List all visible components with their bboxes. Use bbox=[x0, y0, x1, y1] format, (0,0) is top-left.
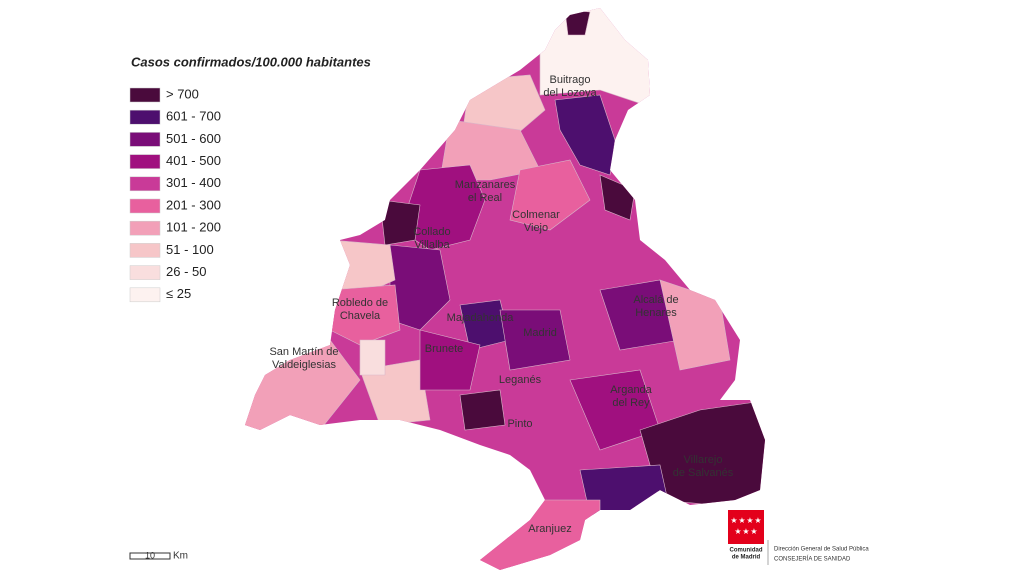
place-label: Valdeiglesias bbox=[272, 359, 337, 371]
logo-name: Comunidad bbox=[730, 548, 763, 554]
municipality bbox=[359, 339, 386, 376]
place-label: Chavela bbox=[340, 310, 381, 322]
legend-title: Casos confirmados/100.000 habitantes bbox=[131, 54, 371, 69]
legend-swatch bbox=[129, 265, 161, 280]
place-label: Viejo bbox=[524, 222, 548, 234]
scale-unit: Km bbox=[173, 551, 188, 562]
legend-swatch bbox=[129, 243, 161, 258]
legend-swatch bbox=[129, 87, 161, 103]
municipality bbox=[469, 499, 601, 570]
logo-department: Dirección General de Salud Pública bbox=[774, 547, 869, 553]
legend-label: 101 - 200 bbox=[166, 220, 221, 235]
municipality bbox=[509, 159, 591, 231]
legend-label: 51 - 100 bbox=[166, 242, 214, 257]
municipality bbox=[499, 309, 571, 371]
logo: ★ ★ ★ ★ ★ ★ ★ Comunidad de Madrid Dirección G… bbox=[728, 510, 869, 565]
logo-flag bbox=[728, 510, 764, 544]
place-label: de Salvanés bbox=[673, 467, 734, 479]
place-label: Robledo de bbox=[332, 297, 388, 309]
municipality bbox=[359, 359, 431, 426]
svg-text:★: ★ bbox=[730, 516, 737, 525]
municipality bbox=[459, 389, 506, 431]
place-label: Aranjuez bbox=[528, 523, 571, 535]
place-label: Arganda bbox=[610, 384, 652, 396]
choropleth-map bbox=[245, 8, 765, 570]
logo-name: de Madrid bbox=[732, 555, 761, 561]
place-label: Leganés bbox=[499, 374, 542, 386]
legend-label: > 700 bbox=[166, 86, 199, 101]
place-label: Pinto bbox=[507, 418, 532, 430]
svg-text:★: ★ bbox=[738, 516, 745, 525]
place-label: San Martín de bbox=[269, 346, 338, 358]
legend-swatch bbox=[129, 198, 161, 214]
legend: Casos confirmados/100.000 habitantes > 7… bbox=[129, 54, 371, 303]
svg-text:★: ★ bbox=[742, 527, 749, 536]
place-label: del Rey bbox=[612, 397, 650, 409]
logo-stars: ★ ★ ★ ★ ★ ★ ★ bbox=[730, 516, 761, 536]
logo-ministry: CONSEJERÍA DE SANIDAD bbox=[774, 556, 851, 563]
place-label: Villarejo bbox=[684, 454, 723, 466]
legend-swatch bbox=[129, 154, 161, 169]
municipality bbox=[554, 94, 616, 176]
place-label: Alcalá de bbox=[633, 294, 678, 306]
legend-swatch bbox=[129, 109, 161, 125]
place-label: Buitrago bbox=[550, 74, 591, 86]
legend-label: 301 - 400 bbox=[166, 175, 221, 190]
municipality bbox=[379, 199, 421, 246]
svg-text:★: ★ bbox=[734, 527, 741, 536]
svg-text:★: ★ bbox=[750, 527, 757, 536]
legend-swatch bbox=[129, 132, 161, 147]
scale-rect bbox=[129, 552, 171, 560]
legend-label: ≤ 25 bbox=[166, 286, 191, 301]
place-label: el Real bbox=[468, 192, 502, 204]
legend-label: 201 - 300 bbox=[166, 197, 221, 212]
place-label: Colmenar bbox=[512, 209, 560, 221]
legend-swatch bbox=[129, 176, 161, 192]
place-label: Manzanares bbox=[455, 179, 516, 191]
legend-label: 601 - 700 bbox=[166, 109, 221, 124]
legend-swatch bbox=[129, 220, 161, 236]
scale-bar: 10 Km bbox=[129, 550, 188, 562]
legend-swatch bbox=[129, 287, 161, 303]
place-label: Brunete bbox=[425, 343, 464, 355]
place-label: del Lozoya bbox=[543, 87, 597, 99]
legend-label: 26 - 50 bbox=[166, 264, 206, 279]
legend-label: 501 - 600 bbox=[166, 131, 221, 146]
place-label: Collado bbox=[413, 226, 450, 238]
municipality bbox=[419, 329, 481, 391]
svg-text:★: ★ bbox=[754, 516, 761, 525]
place-label: Henares bbox=[635, 307, 677, 319]
scale-value: 10 bbox=[145, 550, 155, 560]
place-label: Majadahonda bbox=[447, 312, 515, 324]
legend-label: 401 - 500 bbox=[166, 153, 221, 168]
place-label: Villalba bbox=[414, 239, 450, 251]
svg-text:★: ★ bbox=[746, 516, 753, 525]
place-label: Madrid bbox=[523, 327, 557, 339]
